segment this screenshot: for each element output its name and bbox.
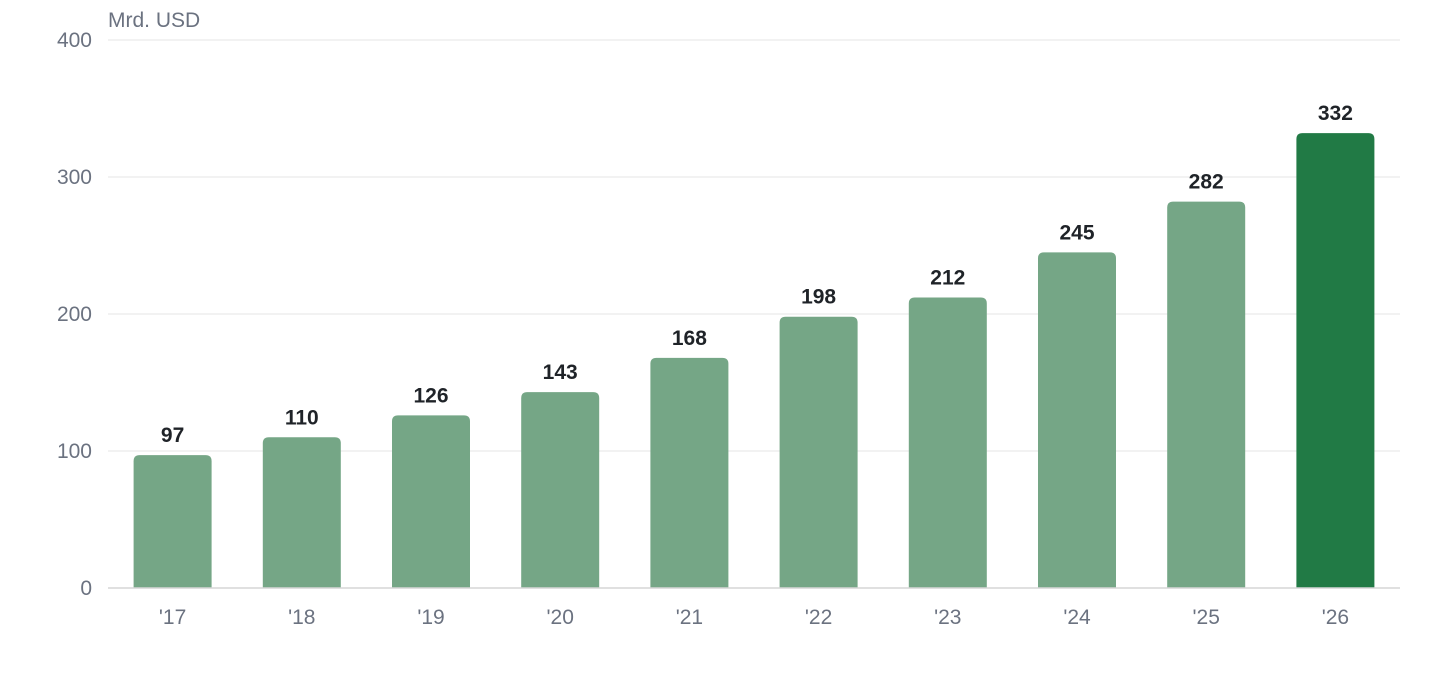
y-tick-label: 100 [57, 440, 92, 463]
y-tick-label: 300 [57, 166, 92, 189]
bars [133, 133, 1375, 588]
x-tick-label: '17 [159, 606, 186, 629]
bar-23 [908, 297, 987, 588]
bar-value-label: 110 [285, 406, 319, 429]
x-tick-label: '26 [1322, 606, 1349, 629]
bar-value-label: 97 [161, 424, 184, 447]
bar-18 [262, 437, 341, 588]
bar-value-label: 143 [543, 361, 578, 384]
bar-21 [650, 357, 729, 588]
bar-20 [521, 392, 600, 588]
value-labels: 97 110 126 143 168 198 212 245 282 332 [161, 102, 1353, 447]
x-tick-label: '21 [676, 606, 703, 629]
x-tick-label: '19 [417, 606, 444, 629]
bar-17 [133, 455, 212, 588]
bar-25 [1167, 201, 1246, 588]
bar-value-label: 212 [930, 267, 965, 290]
x-tick-label: '23 [934, 606, 961, 629]
x-tick-label: '25 [1193, 606, 1220, 629]
bar-value-label: 168 [672, 327, 707, 350]
x-tick-label: '18 [288, 606, 315, 629]
bar-22 [779, 316, 858, 588]
x-tick-label: '24 [1063, 606, 1091, 629]
bar-value-label: 332 [1318, 102, 1353, 125]
bar-24 [1038, 252, 1116, 588]
y-tick-label: 0 [80, 577, 92, 600]
y-tick-label: 200 [57, 303, 92, 326]
y-axis-unit-label: Mrd. USD [108, 9, 200, 32]
x-tick-label: '20 [547, 606, 574, 629]
axes: 0 100 200 300 400 '17 '18 '19 '20 '21 '22 '23 '24 '25… [57, 29, 1400, 629]
y-tick-label: 400 [57, 29, 92, 52]
x-tick-label: '22 [805, 606, 832, 629]
bar-26 [1296, 133, 1375, 588]
bar-value-label: 198 [801, 286, 836, 309]
bar-19 [392, 415, 470, 588]
bar-value-label: 126 [413, 384, 448, 407]
bar-value-label: 282 [1189, 171, 1224, 194]
bar-value-label: 245 [1059, 221, 1094, 244]
